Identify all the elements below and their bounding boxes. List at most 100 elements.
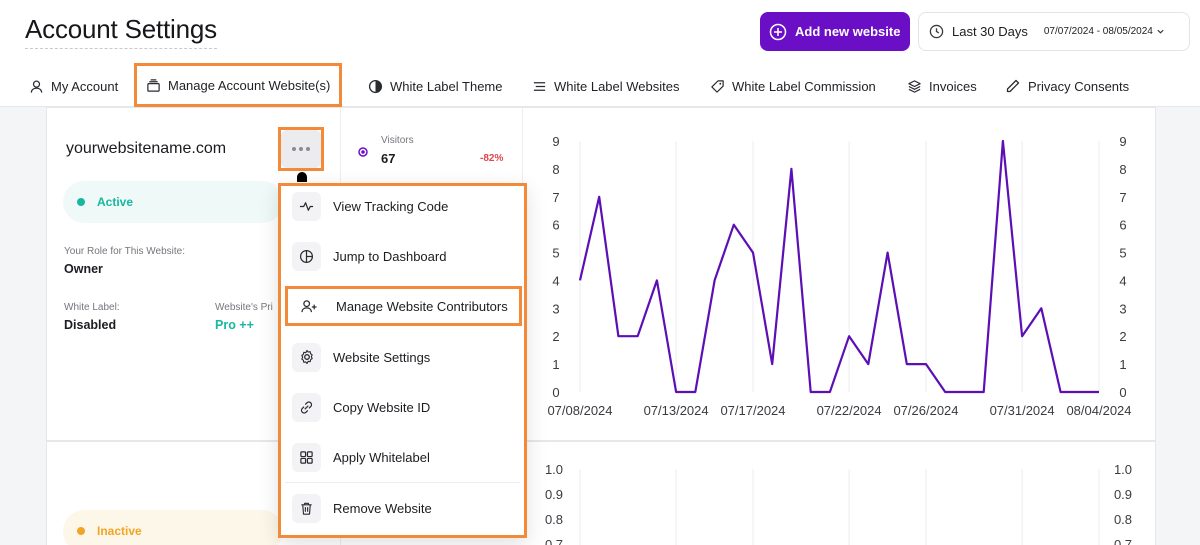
- x-tick-label: 07/31/2024: [990, 403, 1055, 418]
- dropdown-caret: [297, 172, 307, 182]
- tab-manage-account-websites[interactable]: Manage Account Website(s): [134, 63, 343, 107]
- tab-label: White Label Commission: [732, 78, 876, 94]
- x-tick-label: 07/08/2024: [547, 403, 612, 418]
- y-tick-label: 3: [552, 301, 559, 316]
- y-tick-label: 6: [552, 218, 559, 233]
- visitors-chart-2: 1.0 1.0 0.9 0.9 0.8 0.8 0.7 0.7: [545, 462, 1132, 545]
- menu-item-label: Copy Website ID: [333, 399, 431, 415]
- plan-label: Website's Pri: [215, 302, 273, 313]
- website-card-2: [46, 441, 1156, 545]
- grid-icon: [292, 442, 321, 472]
- y-tick-label-right: 3: [1119, 301, 1126, 316]
- x-tick-label: 07/13/2024: [644, 403, 709, 418]
- gear-icon: [292, 342, 321, 372]
- menu-item-remove-website[interactable]: Remove Website: [292, 491, 432, 525]
- menu-item-label: Website Settings: [333, 349, 431, 365]
- website-actions-menu: View Tracking Code Jump to Dashboard Man…: [278, 183, 527, 538]
- add-new-website-button[interactable]: Add new website: [760, 12, 910, 51]
- menu-item-label: Jump to Dashboard: [333, 248, 447, 264]
- radio-dot-icon: [358, 147, 368, 157]
- menu-item-label: Manage Website Contributors: [336, 298, 508, 314]
- tab-white-label-commission[interactable]: White Label Commission: [710, 66, 876, 106]
- y-tick-label-right: 6: [1119, 218, 1126, 233]
- tab-invoices[interactable]: Invoices: [907, 66, 977, 106]
- trash-icon: [292, 493, 321, 523]
- page-header: Account Settings Add new website Last 30…: [0, 0, 1200, 107]
- metric-value: 67: [381, 151, 396, 166]
- stack-icon: [147, 78, 160, 92]
- y-tick-label-right: 8: [1119, 162, 1126, 177]
- y-tick-label: 5: [552, 246, 559, 261]
- menu-item-view-tracking-code[interactable]: View Tracking Code: [292, 189, 448, 223]
- dot-icon: [292, 147, 296, 151]
- pie-chart-icon: [292, 241, 321, 271]
- menu-item-label: Apply Whitelabel: [333, 449, 430, 465]
- status-label: Active: [97, 195, 134, 209]
- tab-label: Privacy Consents: [1028, 78, 1130, 94]
- y-tick-label: 0.8: [545, 512, 563, 527]
- page-title: Account Settings: [25, 14, 217, 49]
- pen-icon: [1006, 79, 1020, 93]
- role-value: Owner: [64, 262, 103, 276]
- y-tick-label: 4: [552, 273, 559, 288]
- y-tick-label-right: 0.8: [1114, 512, 1132, 527]
- status-dot-icon: [77, 527, 85, 535]
- role-label: Your Role for This Website:: [64, 246, 185, 257]
- date-range-label: Last 30 Days: [952, 24, 1028, 39]
- x-tick-label: 07/26/2024: [893, 403, 958, 418]
- link-icon: [292, 392, 321, 422]
- x-tick-label: 07/17/2024: [720, 403, 785, 418]
- y-tick-label: 0.9: [545, 487, 563, 502]
- plan-value: Pro ++: [215, 318, 254, 332]
- menu-item-apply-whitelabel[interactable]: Apply Whitelabel: [292, 440, 430, 474]
- y-tick-label-right: 0.7: [1114, 537, 1132, 545]
- tab-white-label-theme[interactable]: White Label Theme: [368, 66, 503, 106]
- status-label: Inactive: [97, 524, 142, 538]
- menu-item-website-settings[interactable]: Website Settings: [292, 340, 430, 374]
- y-tick-label: 1.0: [545, 462, 563, 477]
- tab-my-account[interactable]: My Account: [29, 66, 118, 106]
- menu-item-manage-website-contributors[interactable]: Manage Website Contributors: [285, 286, 522, 326]
- layers-icon: [908, 79, 921, 93]
- menu-divider: [285, 482, 520, 483]
- series-line: [578, 139, 1099, 394]
- y-tick-label-right: 7: [1119, 190, 1126, 205]
- tab-white-label-websites[interactable]: White Label Websites: [532, 66, 680, 106]
- y-tick-label: 9: [552, 134, 559, 149]
- visitors-chart: 07/08/2024 07/13/2024 07/17/2024 07/22/2024…: [547, 134, 1131, 418]
- status-dot-icon: [77, 198, 85, 206]
- clock-icon: [929, 24, 944, 39]
- menu-item-jump-to-dashboard[interactable]: Jump to Dashboard: [292, 239, 446, 273]
- y-tick-label: 7: [552, 190, 559, 205]
- tab-label: White Label Websites: [554, 78, 680, 94]
- menu-item-label: Remove Website: [333, 500, 432, 516]
- tag-icon: [711, 79, 724, 93]
- tab-label: Manage Account Website(s): [168, 77, 331, 93]
- date-range-dates: 07/07/2024 - 08/05/2024: [1043, 26, 1153, 37]
- more-options-button[interactable]: [281, 130, 321, 168]
- y-tick-label-right: 4: [1119, 273, 1126, 288]
- status-badge-2: Inactive: [63, 510, 283, 545]
- tab-label: Invoices: [929, 78, 977, 94]
- y-tick-label-right: 9: [1119, 134, 1126, 149]
- tab-privacy-consents[interactable]: Privacy Consents: [1005, 66, 1129, 106]
- dot-icon: [299, 147, 303, 151]
- dot-icon: [306, 147, 310, 151]
- status-badge: Active: [63, 181, 283, 223]
- tab-label: My Account: [51, 78, 119, 94]
- user-add-icon: [295, 291, 324, 321]
- y-tick-label: 0: [552, 385, 559, 400]
- x-tick-label: 07/22/2024: [817, 403, 882, 418]
- y-tick-label-right: 1.0: [1114, 462, 1132, 477]
- y-tick-label-right: 0: [1119, 385, 1126, 400]
- menu-item-label: View Tracking Code: [333, 198, 449, 214]
- white-label-label: White Label:: [64, 302, 120, 313]
- pulse-icon: [292, 191, 321, 221]
- metric-change: -82%: [480, 153, 504, 164]
- y-tick-label-right: 2: [1119, 329, 1126, 344]
- add-new-website-label: Add new website: [795, 24, 901, 39]
- y-tick-label-right: 0.9: [1114, 487, 1132, 502]
- menu-item-copy-website-id[interactable]: Copy Website ID: [292, 390, 430, 424]
- date-range-picker[interactable]: Last 30 Days 07/07/2024 - 08/05/2024: [918, 12, 1190, 51]
- more-options-highlight: [278, 127, 324, 171]
